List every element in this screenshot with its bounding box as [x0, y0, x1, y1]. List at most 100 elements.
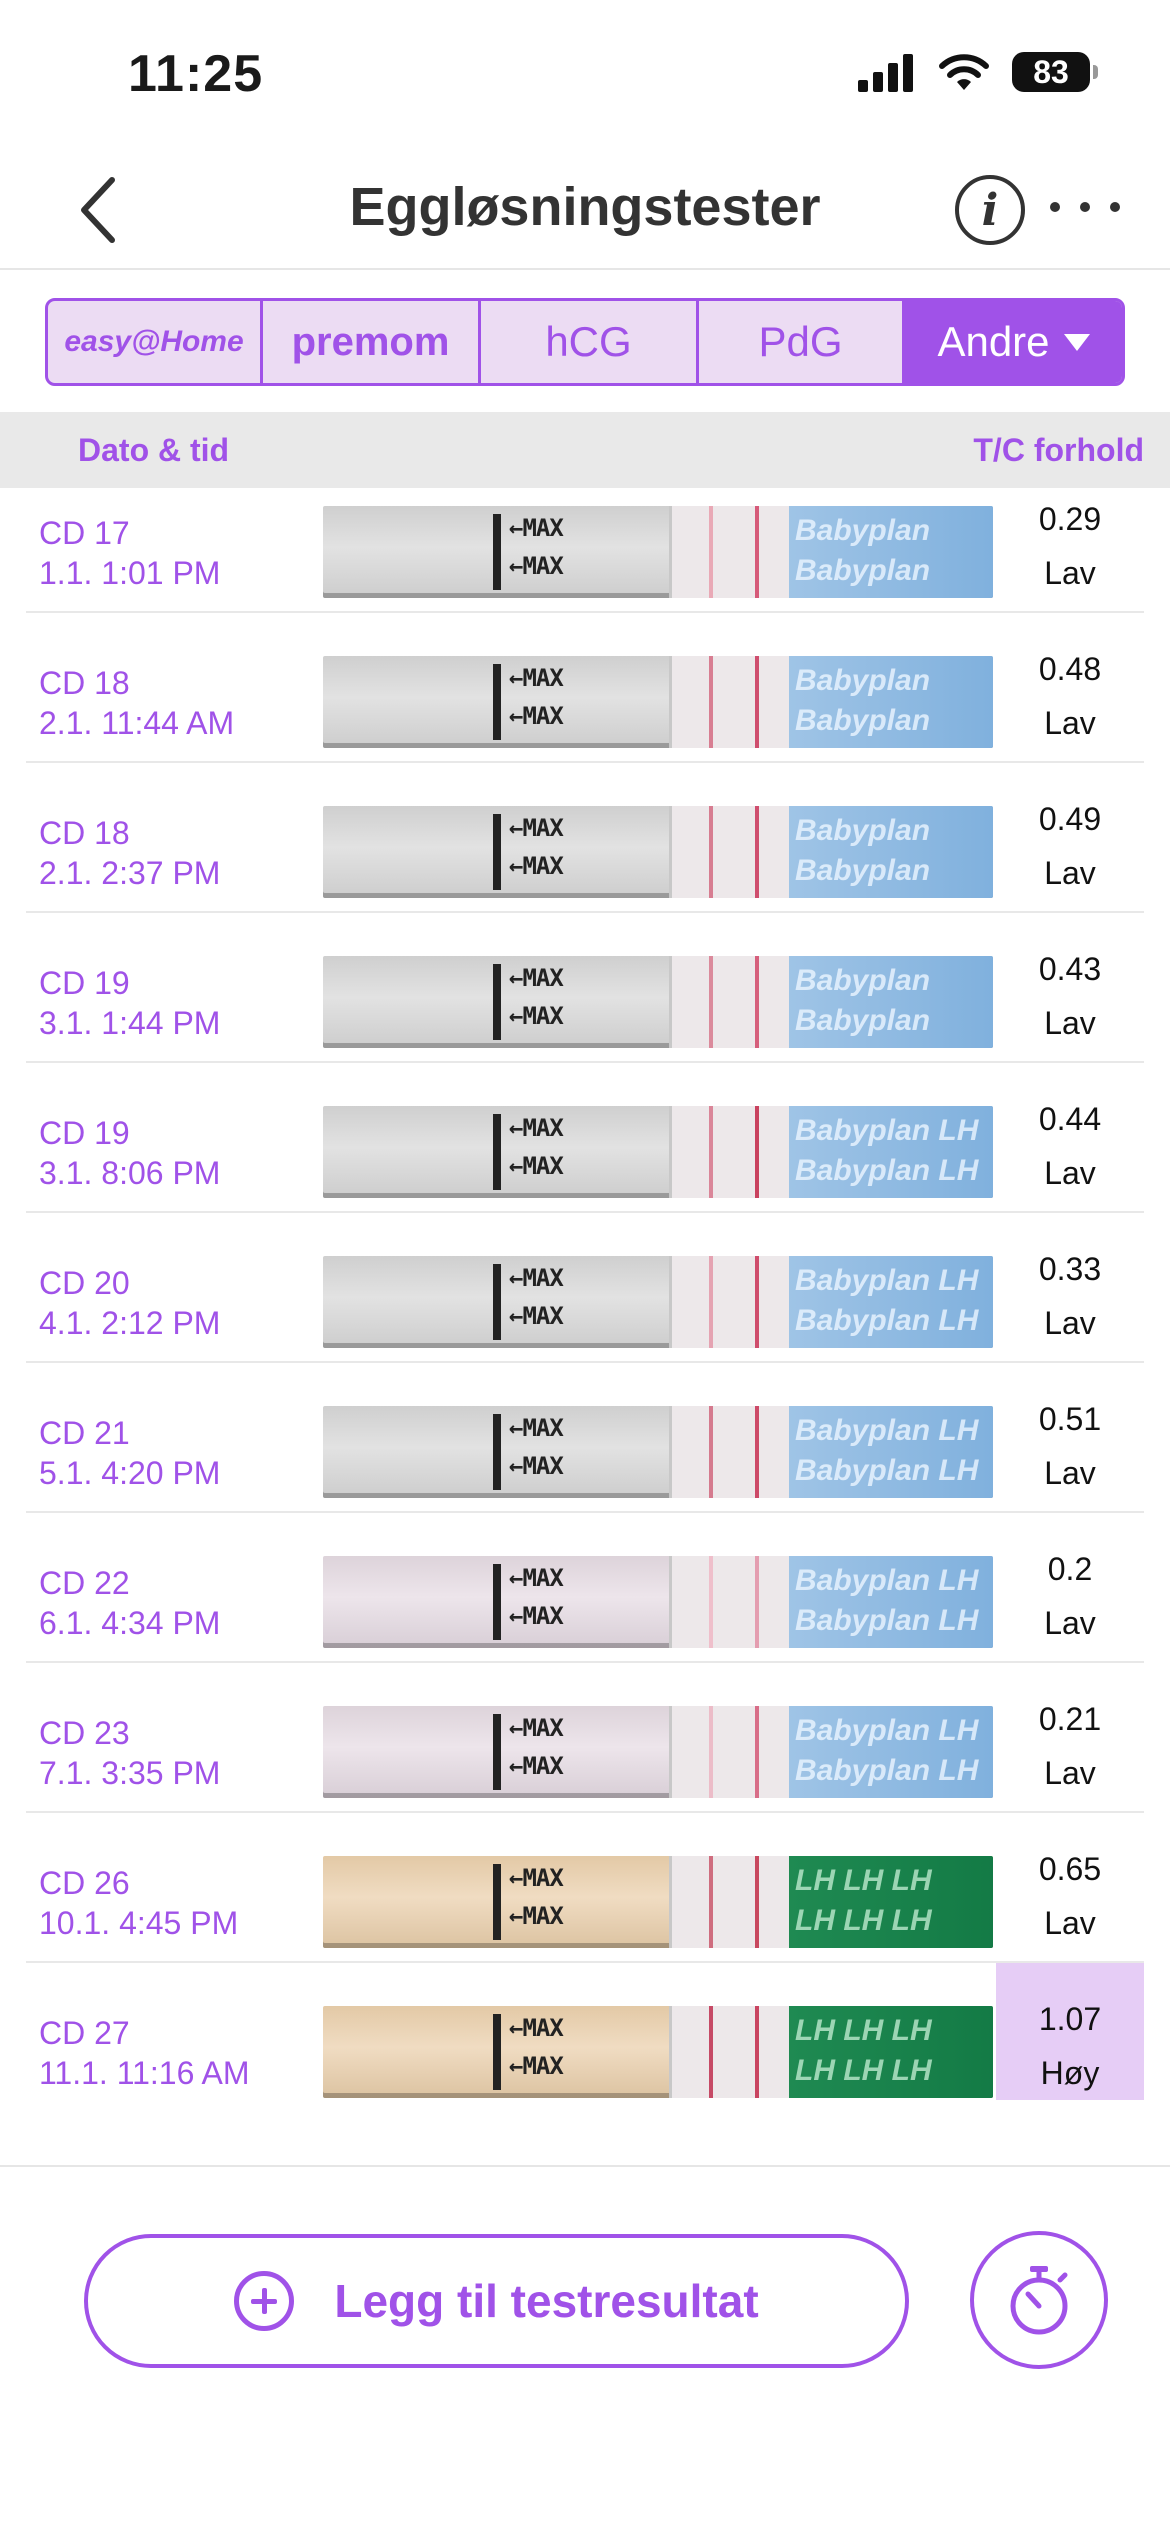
test-strip-image[interactable]: ←MAX ←MAX LH LH LH LH LH LH	[323, 2006, 993, 2098]
plus-circle-icon	[234, 2271, 295, 2331]
test-result-row[interactable]: CD 22 6.1. 4:34 PM ←MAX ←MAX Babyplan LH Baby…	[26, 1513, 1144, 1663]
lh-level-text: Lav	[1044, 705, 1096, 741]
back-button[interactable]	[58, 170, 138, 250]
strip-max-mark: ←MAX	[509, 664, 564, 692]
strip-test-line	[709, 1556, 713, 1648]
tab-pdg[interactable]: PdG	[699, 301, 905, 383]
test-result-row[interactable]: CD 18 2.1. 2:37 PM ←MAX ←MAX Babyplan Babypla…	[26, 763, 1144, 913]
strip-brand-text: Babyplan	[795, 854, 931, 887]
strip-brand-text: Babyplan	[795, 814, 931, 847]
strip-brand-text: Babyplan LH	[795, 1604, 979, 1637]
timer-button[interactable]	[970, 2231, 1108, 2369]
strip-max-mark: ←MAX	[509, 852, 564, 880]
test-strip-image[interactable]: ←MAX ←MAX Babyplan Babyplan	[323, 806, 993, 898]
strip-control-line	[755, 1856, 759, 1948]
tc-ratio-cell: 0.49 Lav	[996, 763, 1144, 913]
test-result-row[interactable]: CD 23 7.1. 3:35 PM ←MAX ←MAX Babyplan LH Baby…	[26, 1663, 1144, 1813]
test-strip-image[interactable]: ←MAX ←MAX Babyplan LH Babyplan LH	[323, 1256, 993, 1348]
info-button[interactable]: i	[955, 175, 1025, 245]
strip-handle-mark	[493, 1114, 501, 1190]
strip-test-line	[709, 1406, 713, 1498]
tc-ratio-cell: 0.21 Lav	[996, 1663, 1144, 1813]
tc-ratio-value: 0.29	[1038, 501, 1102, 537]
tab-andre[interactable]: Andre	[905, 301, 1122, 383]
strip-brand-text: Babyplan LH	[795, 1714, 979, 1747]
strip-test-line	[709, 806, 713, 898]
timer-icon	[1010, 2266, 1068, 2335]
lh-level-text: Lav	[1044, 1005, 1096, 1041]
back-chevron-icon	[81, 177, 115, 243]
test-strip-image[interactable]: ←MAX ←MAX Babyplan LH Babyplan LH	[323, 1556, 993, 1648]
tc-ratio-cell: 0.44 Lav	[996, 1063, 1144, 1213]
strip-handle-mark	[493, 1264, 501, 1340]
strip-control-line	[755, 1406, 759, 1498]
lh-level-text: Høy	[1040, 2055, 1100, 2091]
test-result-row[interactable]: CD 27 11.1. 11:16 AM ←MAX ←MAX LH LH LH LH LH…	[26, 1963, 1144, 2100]
add-test-result-button[interactable]: Legg til testresultat	[84, 2234, 909, 2368]
test-strip-image[interactable]: ←MAX ←MAX Babyplan LH Babyplan LH	[323, 1706, 993, 1798]
strip-max-mark: ←MAX	[509, 1264, 564, 1292]
strip-max-mark: ←MAX	[509, 1114, 564, 1142]
strip-brand-text: LH LH LH	[795, 2054, 932, 2087]
strip-result-window	[669, 1406, 809, 1498]
test-strip-image[interactable]: ←MAX ←MAX Babyplan LH Babyplan LH	[323, 1106, 993, 1198]
strip-handle-mark	[493, 1414, 501, 1490]
strip-result-window	[669, 1856, 809, 1948]
strip-brand-label: Babyplan LH Babyplan LH	[789, 1556, 993, 1648]
cycle-day: CD 18	[39, 665, 130, 701]
tc-ratio-value: 0.21	[1038, 1701, 1102, 1737]
strip-max-mark: ←MAX	[509, 514, 564, 542]
column-date-time[interactable]: Dato & tid	[78, 432, 230, 468]
strip-result-window	[669, 1706, 809, 1798]
strip-brand-label: LH LH LH LH LH LH	[789, 1856, 993, 1948]
battery-level: 83	[1033, 53, 1069, 90]
strip-max-mark: ←MAX	[509, 1002, 564, 1030]
wifi-icon	[939, 54, 989, 90]
column-tc-ratio[interactable]: T/C forhold	[973, 432, 1144, 468]
strip-control-line	[755, 1106, 759, 1198]
test-result-row[interactable]: CD 19 3.1. 8:06 PM ←MAX ←MAX Babyplan LH Baby…	[26, 1063, 1144, 1213]
cycle-day: CD 22	[39, 1565, 130, 1601]
strip-control-line	[755, 1256, 759, 1348]
strip-brand-label: Babyplan Babyplan	[789, 656, 993, 748]
strip-max-mark: ←MAX	[509, 552, 564, 580]
test-strip-image[interactable]: ←MAX ←MAX Babyplan LH Babyplan LH	[323, 1406, 993, 1498]
strip-max-mark: ←MAX	[509, 1302, 564, 1330]
status-bar: 11:25 83	[0, 0, 1170, 150]
strip-brand-text: Babyplan	[795, 514, 931, 547]
test-strip-image[interactable]: ←MAX ←MAX LH LH LH LH LH LH	[323, 1856, 993, 1948]
test-results-list[interactable]: CD 17 1.1. 1:01 PM ←MAX ←MAX Babyplan Babypla…	[0, 488, 1170, 2100]
strip-max-mark: ←MAX	[509, 702, 564, 730]
strip-max-mark: ←MAX	[509, 1714, 564, 1742]
strip-brand-text: LH LH LH	[795, 1904, 932, 1937]
test-strip-image[interactable]: ←MAX ←MAX Babyplan Babyplan	[323, 956, 993, 1048]
test-result-row[interactable]: CD 26 10.1. 4:45 PM ←MAX ←MAX LH LH LH LH LH …	[26, 1813, 1144, 1963]
tc-ratio-value: 0.65	[1038, 1851, 1102, 1887]
tab-easy-home[interactable]: easy@Home	[48, 301, 263, 383]
strip-brand-text: Babyplan	[795, 964, 931, 997]
test-result-row[interactable]: CD 17 1.1. 1:01 PM ←MAX ←MAX Babyplan Babypla…	[26, 488, 1144, 613]
tc-ratio-value: 0.49	[1038, 801, 1102, 837]
tab-hcg[interactable]: hCG	[481, 301, 699, 383]
lh-level-text: Lav	[1044, 1755, 1096, 1791]
tab-premom[interactable]: premom	[263, 301, 481, 383]
test-result-row[interactable]: CD 21 5.1. 4:20 PM ←MAX ←MAX Babyplan LH Baby…	[26, 1363, 1144, 1513]
strip-result-window	[669, 956, 809, 1048]
tc-ratio-value: 0.33	[1038, 1251, 1102, 1287]
tc-ratio-value: 1.07	[1038, 2001, 1102, 2037]
strip-brand-label: Babyplan LH Babyplan LH	[789, 1406, 993, 1498]
strip-control-line	[755, 1556, 759, 1648]
strip-result-window	[669, 1256, 809, 1348]
test-strip-image[interactable]: ←MAX ←MAX Babyplan Babyplan	[323, 506, 993, 598]
strip-test-line	[709, 656, 713, 748]
test-result-row[interactable]: CD 18 2.1. 11:44 AM ←MAX ←MAX Babyplan Babypl…	[26, 613, 1144, 763]
test-strip-image[interactable]: ←MAX ←MAX Babyplan Babyplan	[323, 656, 993, 748]
strip-max-mark: ←MAX	[509, 1564, 564, 1592]
strip-brand-text: LH LH LH	[795, 1864, 932, 1897]
strip-test-line	[709, 1106, 713, 1198]
strip-result-window	[669, 2006, 809, 2098]
test-result-row[interactable]: CD 19 3.1. 1:44 PM ←MAX ←MAX Babyplan Babypla…	[26, 913, 1144, 1063]
more-dots-icon[interactable]	[1050, 192, 1120, 222]
strip-handle-mark	[493, 964, 501, 1040]
test-result-row[interactable]: CD 20 4.1. 2:12 PM ←MAX ←MAX Babyplan LH Baby…	[26, 1213, 1144, 1363]
